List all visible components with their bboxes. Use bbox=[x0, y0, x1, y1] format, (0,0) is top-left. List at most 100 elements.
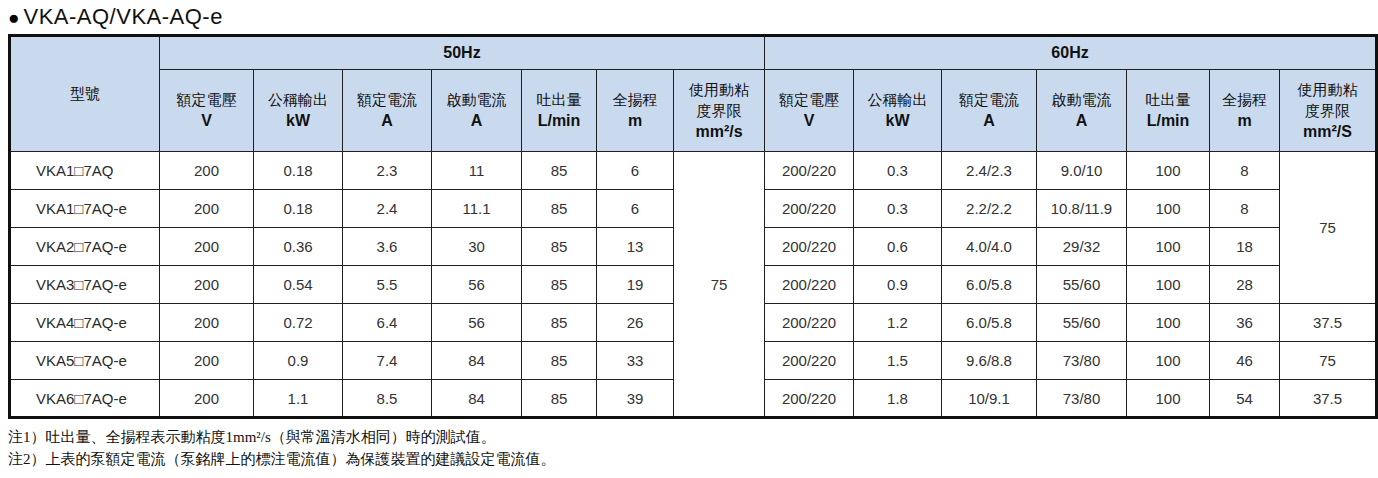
viscosity-cell-60hz: 75 bbox=[1280, 342, 1377, 380]
column-header-label: 度界限 bbox=[675, 100, 763, 121]
value-cell-50hz: 2.4 bbox=[343, 190, 432, 228]
value-cell-50hz: 84 bbox=[432, 342, 522, 380]
column-header-label: 吐出量 bbox=[523, 89, 595, 110]
viscosity-cell-60hz: 37.5 bbox=[1280, 304, 1377, 342]
value-cell-60hz: 200/220 bbox=[765, 342, 854, 380]
value-cell-50hz: 6 bbox=[597, 152, 674, 190]
value-cell-50hz: 85 bbox=[522, 266, 597, 304]
column-header-unit: V bbox=[766, 110, 852, 132]
column-header-unit: kW bbox=[255, 110, 341, 132]
value-cell-50hz: 6 bbox=[597, 190, 674, 228]
value-cell-60hz: 1.5 bbox=[854, 342, 942, 380]
value-cell-50hz: 5.5 bbox=[343, 266, 432, 304]
column-header-unit: kW bbox=[855, 110, 940, 132]
table-header: 型號 50Hz 60Hz 額定電壓V公稱輸出kW額定電流A啟動電流A吐出量L/m… bbox=[10, 36, 1377, 152]
column-header-label: 全揚程 bbox=[1211, 89, 1278, 110]
column-header-unit: A bbox=[433, 110, 520, 132]
value-cell-60hz: 4.0/4.0 bbox=[942, 228, 1037, 266]
value-cell-50hz: 0.9 bbox=[254, 342, 343, 380]
column-header-label: 額定電壓 bbox=[766, 89, 852, 110]
column-header-label: 吐出量 bbox=[1128, 89, 1208, 110]
value-cell-50hz: 13 bbox=[597, 228, 674, 266]
viscosity-cell-50hz: 75 bbox=[674, 152, 765, 418]
value-cell-50hz: 200 bbox=[160, 304, 254, 342]
group-header-60hz: 60Hz bbox=[765, 36, 1377, 70]
column-header: 額定電流A bbox=[343, 70, 432, 152]
value-cell-50hz: 11.1 bbox=[432, 190, 522, 228]
model-cell: VKA1□7AQ-e bbox=[10, 190, 160, 228]
table-body: VKA1□7AQ2000.182.31185675200/2200.32.4/2… bbox=[10, 152, 1377, 418]
column-header-unit: m bbox=[598, 110, 672, 132]
value-cell-50hz: 33 bbox=[597, 342, 674, 380]
column-header: 吐出量L/min bbox=[1127, 70, 1210, 152]
value-cell-60hz: 73/80 bbox=[1037, 380, 1127, 418]
column-header-unit: A bbox=[344, 110, 430, 132]
column-header-unit: V bbox=[161, 110, 252, 132]
value-cell-50hz: 8.5 bbox=[343, 380, 432, 418]
value-cell-60hz: 36 bbox=[1210, 304, 1280, 342]
value-cell-50hz: 1.1 bbox=[254, 380, 343, 418]
value-cell-50hz: 0.72 bbox=[254, 304, 343, 342]
value-cell-50hz: 200 bbox=[160, 342, 254, 380]
column-header: 啟動電流A bbox=[1037, 70, 1127, 152]
value-cell-50hz: 0.18 bbox=[254, 190, 343, 228]
value-cell-50hz: 56 bbox=[432, 304, 522, 342]
column-header: 使用動粘度界限mm²/s bbox=[674, 70, 765, 152]
value-cell-60hz: 73/80 bbox=[1037, 342, 1127, 380]
column-header-unit: m bbox=[1211, 110, 1278, 132]
value-cell-50hz: 26 bbox=[597, 304, 674, 342]
value-cell-50hz: 85 bbox=[522, 228, 597, 266]
column-header-unit: L/min bbox=[523, 110, 595, 132]
column-header: 額定電壓V bbox=[160, 70, 254, 152]
spec-table: 型號 50Hz 60Hz 額定電壓V公稱輸出kW額定電流A啟動電流A吐出量L/m… bbox=[8, 34, 1378, 419]
value-cell-60hz: 200/220 bbox=[765, 266, 854, 304]
column-header: 啟動電流A bbox=[432, 70, 522, 152]
value-cell-50hz: 30 bbox=[432, 228, 522, 266]
model-column-header: 型號 bbox=[10, 36, 160, 152]
value-cell-60hz: 100 bbox=[1127, 304, 1210, 342]
value-cell-60hz: 18 bbox=[1210, 228, 1280, 266]
column-header-label: 額定電流 bbox=[943, 89, 1035, 110]
column-header-label: 額定電壓 bbox=[161, 89, 252, 110]
value-cell-60hz: 0.3 bbox=[854, 152, 942, 190]
group-header-50hz: 50Hz bbox=[160, 36, 765, 70]
column-header-unit: L/min bbox=[1128, 110, 1208, 132]
value-cell-50hz: 200 bbox=[160, 190, 254, 228]
column-header-unit: mm²/s bbox=[675, 121, 763, 143]
column-header: 全揚程m bbox=[1210, 70, 1280, 152]
value-cell-60hz: 200/220 bbox=[765, 190, 854, 228]
value-cell-50hz: 85 bbox=[522, 152, 597, 190]
column-header-label: 度界限 bbox=[1281, 100, 1374, 121]
value-cell-50hz: 3.6 bbox=[343, 228, 432, 266]
footnotes: 注1）吐出量、全揚程表示動粘度1mm²/s（與常溫清水相同）時的測試值。 注2）… bbox=[8, 426, 1375, 470]
value-cell-60hz: 0.9 bbox=[854, 266, 942, 304]
value-cell-60hz: 10.8/11.9 bbox=[1037, 190, 1127, 228]
value-cell-60hz: 2.4/2.3 bbox=[942, 152, 1037, 190]
column-header: 公稱輸出kW bbox=[254, 70, 343, 152]
value-cell-50hz: 0.36 bbox=[254, 228, 343, 266]
value-cell-60hz: 8 bbox=[1210, 190, 1280, 228]
value-cell-60hz: 10/9.1 bbox=[942, 380, 1037, 418]
value-cell-60hz: 28 bbox=[1210, 266, 1280, 304]
value-cell-50hz: 200 bbox=[160, 380, 254, 418]
model-cell: VKA4□7AQ-e bbox=[10, 304, 160, 342]
viscosity-cell-60hz: 75 bbox=[1280, 152, 1377, 304]
value-cell-60hz: 200/220 bbox=[765, 152, 854, 190]
column-header-row: 額定電壓V公稱輸出kW額定電流A啟動電流A吐出量L/min全揚程m使用動粘度界限… bbox=[10, 70, 1377, 152]
value-cell-60hz: 6.0/5.8 bbox=[942, 304, 1037, 342]
value-cell-50hz: 85 bbox=[522, 190, 597, 228]
value-cell-50hz: 56 bbox=[432, 266, 522, 304]
value-cell-60hz: 100 bbox=[1127, 228, 1210, 266]
page-title: VKA-AQ/VKA-AQ-e bbox=[23, 4, 222, 30]
page: ● VKA-AQ/VKA-AQ-e 型號 50Hz 60Hz 額定電壓V公稱輸出… bbox=[0, 0, 1378, 478]
column-header-label: 公稱輸出 bbox=[255, 89, 341, 110]
value-cell-60hz: 6.0/5.8 bbox=[942, 266, 1037, 304]
value-cell-60hz: 1.8 bbox=[854, 380, 942, 418]
value-cell-50hz: 0.54 bbox=[254, 266, 343, 304]
model-cell: VKA3□7AQ-e bbox=[10, 266, 160, 304]
footnote-1: 注1）吐出量、全揚程表示動粘度1mm²/s（與常溫清水相同）時的測試值。 bbox=[8, 426, 1375, 448]
value-cell-50hz: 7.4 bbox=[343, 342, 432, 380]
model-cell: VKA1□7AQ bbox=[10, 152, 160, 190]
column-header: 額定電壓V bbox=[765, 70, 854, 152]
column-header-unit: mm²/S bbox=[1281, 121, 1374, 143]
